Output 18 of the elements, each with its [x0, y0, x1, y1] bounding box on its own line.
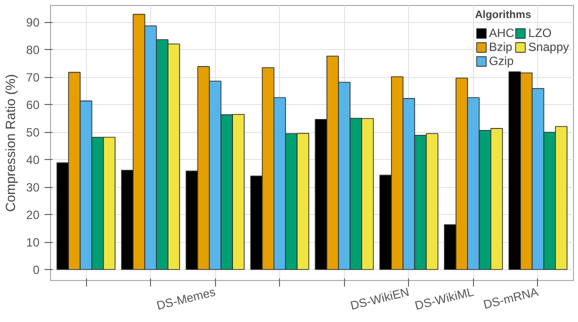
y-tick-label: 60	[26, 98, 40, 112]
legend-label: Snappy	[528, 40, 569, 54]
y-tick-label: 40	[26, 153, 40, 167]
y-tick-label: 70	[26, 70, 40, 84]
legend-label: Bzip	[488, 40, 512, 54]
y-tick-label: 90	[26, 16, 40, 30]
y-tick-label: 80	[26, 43, 40, 57]
legend-label: Gzip	[488, 54, 514, 68]
y-tick-label: 30	[26, 180, 40, 194]
y-tick-label: 20	[26, 208, 40, 222]
legend-label: AHC	[488, 26, 514, 40]
x-tick-label: DS-Memes	[155, 284, 217, 313]
y-tick-label: 50	[26, 126, 40, 140]
y-tick-label: 10	[26, 236, 40, 250]
legend-title: Algorithms	[474, 9, 532, 21]
y-tick-label: 0	[32, 263, 40, 277]
legend-label: LZO	[528, 26, 552, 40]
y-axis-title: Compression Ratio (%)	[3, 74, 18, 212]
